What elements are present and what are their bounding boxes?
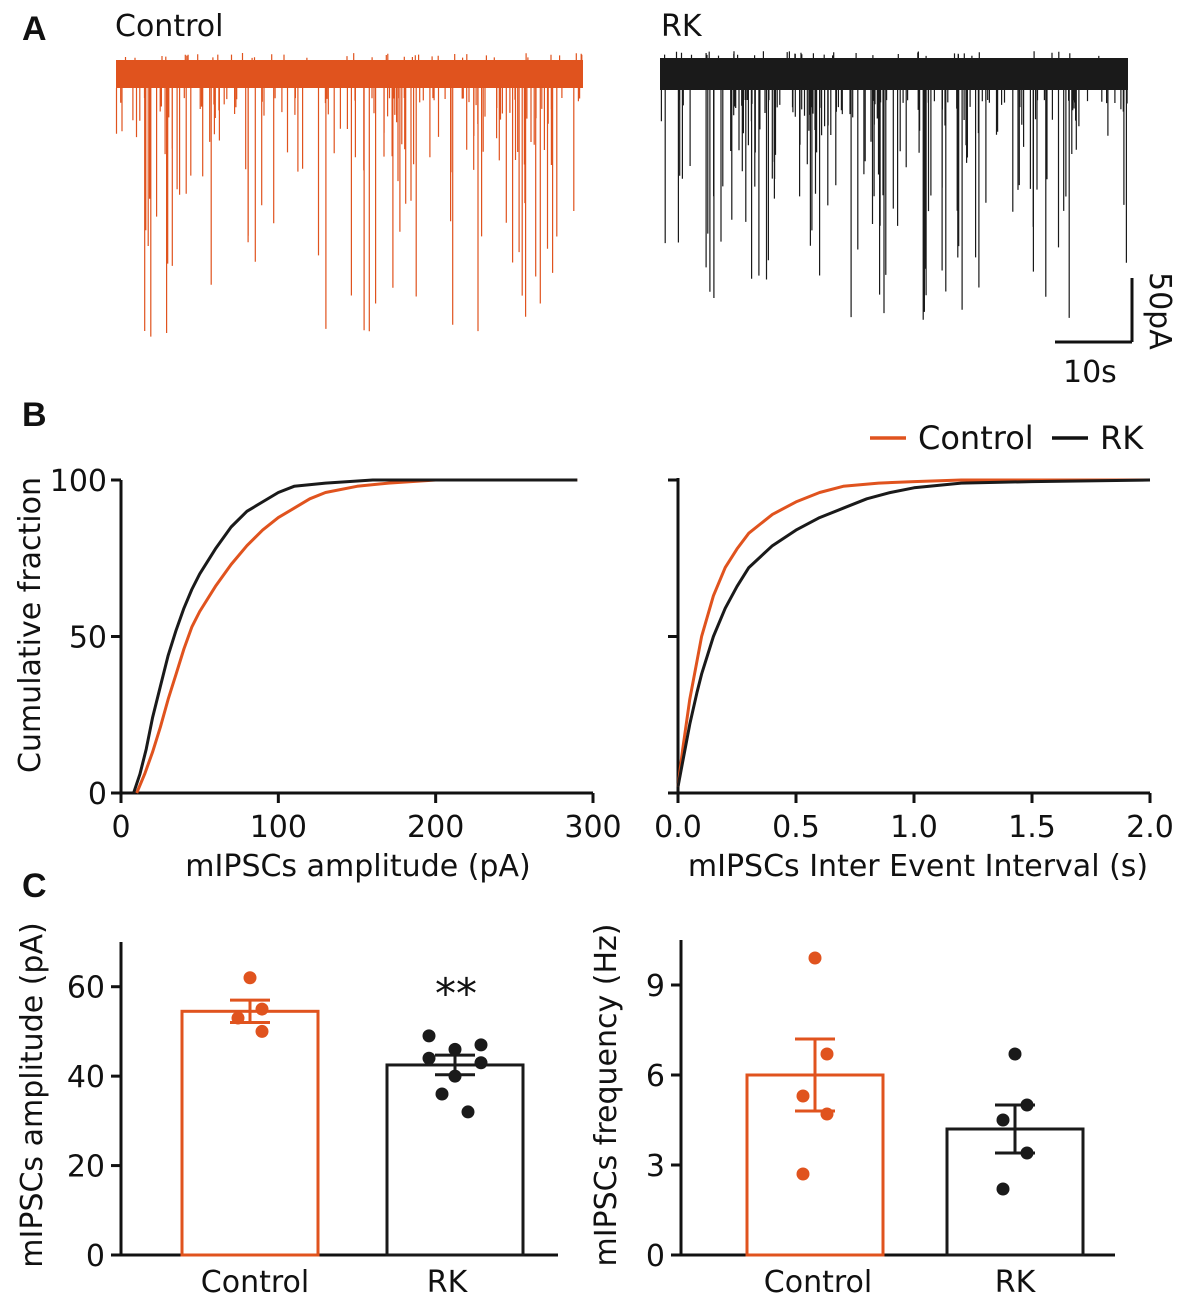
c2-category-control: Control — [764, 1265, 872, 1300]
c2-y-tick-label: 9 — [646, 969, 665, 1004]
b1-y-tick-label: 50 — [69, 621, 107, 656]
traceControl-events — [115, 53, 583, 337]
c1-category-control: Control — [201, 1265, 309, 1300]
b2-x-tick-label: 1.0 — [890, 810, 938, 845]
b2-x-tick-label: 2.0 — [1126, 810, 1174, 845]
c1-point-rk — [448, 1069, 462, 1083]
panel-label-b: B — [22, 396, 47, 434]
trace-control — [115, 53, 583, 337]
c1-y-tick-label: 60 — [67, 971, 105, 1006]
c1-category-rk: RK — [427, 1265, 469, 1300]
b1-curve-rk — [132, 478, 578, 794]
panel-label-a: A — [22, 10, 47, 48]
trace-label-control: Control — [115, 9, 223, 44]
c1-point-control — [255, 1002, 269, 1016]
c2-point-rk — [996, 1182, 1010, 1196]
c1-point-control — [231, 1011, 245, 1025]
c1-point-rk — [474, 1056, 488, 1070]
b1-x-tick-label: 200 — [407, 810, 464, 845]
traceRK-baseline — [660, 58, 1128, 90]
c2-point-control — [796, 1167, 810, 1181]
c1-point-rk — [448, 1042, 462, 1056]
c1-point-rk — [461, 1105, 475, 1119]
panel-a-traces: Control RK 10s 50pA — [115, 9, 1177, 390]
c1-bar-control — [180, 1009, 320, 1257]
traceControl-baseline — [116, 60, 583, 88]
b2-x-tick-label: 0.0 — [654, 810, 702, 845]
c1-y-tick-label: 20 — [67, 1150, 105, 1185]
c1-point-rk — [422, 1051, 436, 1065]
significance-annotation: ** — [435, 969, 477, 1018]
c1-y-tick-label: 40 — [67, 1060, 105, 1095]
c2-y-tick-label: 6 — [646, 1059, 665, 1094]
chart-c-frequency-bars: 0 3 6 9 Control RK mIPSCs frequency (Hz) — [589, 923, 1115, 1300]
legend-label-control: Control — [918, 419, 1034, 457]
c2-y-axis-label: mIPSCs frequency (Hz) — [589, 923, 624, 1266]
c2-point-rk — [1020, 1146, 1034, 1160]
scale-bar-y-label: 50pA — [1142, 272, 1177, 350]
traceRK-events — [660, 51, 1128, 320]
b1-y-tick-label: 100 — [50, 464, 107, 499]
legend-label-rk: RK — [1100, 419, 1144, 457]
chart-b-amplitude-cdf: 0 100 200 300 0 50 100 mIPSCs amplitude (pA) C… — [13, 464, 622, 884]
c1-bar-rk — [385, 1063, 525, 1257]
b2-x-tick-label: 0.5 — [772, 810, 820, 845]
c2-point-control — [820, 1107, 834, 1121]
c2-point-rk — [996, 1113, 1010, 1127]
c1-point-control — [243, 971, 257, 985]
b1-x-tick-label: 100 — [250, 810, 307, 845]
b1-curve-control — [135, 478, 578, 794]
c2-category-rk: RK — [995, 1265, 1037, 1300]
b2-x-tick-label: 1.5 — [1008, 810, 1056, 845]
legend-b: Control RK — [870, 419, 1144, 457]
b1-y-axis-label: Cumulative fraction — [13, 477, 48, 773]
c2-point-control — [820, 1047, 834, 1061]
c1-y-axis-label: mIPSCs amplitude (pA) — [15, 922, 50, 1267]
c2-y-tick-label: 0 — [646, 1239, 665, 1274]
b1-x-tick-label: 300 — [564, 810, 621, 845]
chart-c-amplitude-bars: 0 20 40 60 Control RK mIPSCs amplitude (pA)… — [15, 922, 558, 1300]
c2-y-tick-label: 3 — [646, 1149, 665, 1184]
c1-point-rk — [474, 1038, 488, 1052]
b2-curve-rk — [676, 478, 1151, 787]
c1-y-tick-label: 0 — [86, 1239, 105, 1274]
c1-point-rk — [435, 1087, 449, 1101]
c2-point-rk — [1020, 1098, 1034, 1112]
scale-bar-x-label: 10s — [1063, 355, 1117, 390]
c1-point-control — [255, 1024, 269, 1038]
trace-rk — [660, 51, 1128, 320]
c2-point-control — [808, 951, 822, 965]
c1-point-rk — [422, 1029, 436, 1043]
b1-x-axis-label: mIPSCs amplitude (pA) — [185, 849, 530, 884]
panel-label-c: C — [22, 867, 47, 905]
b1-y-tick-label: 0 — [88, 777, 107, 812]
c2-point-control — [796, 1089, 810, 1103]
b2-curve-control — [676, 478, 1150, 787]
b2-x-axis-label: mIPSCs Inter Event Interval (s) — [688, 849, 1148, 884]
b1-x-tick-label: 0 — [111, 810, 130, 845]
c2-point-rk — [1008, 1047, 1022, 1061]
chart-b-interval-cdf: 0.0 0.5 1.0 1.5 2.0 mIPSCs Inter Event Inter… — [654, 478, 1174, 884]
trace-label-rk: RK — [661, 9, 703, 44]
